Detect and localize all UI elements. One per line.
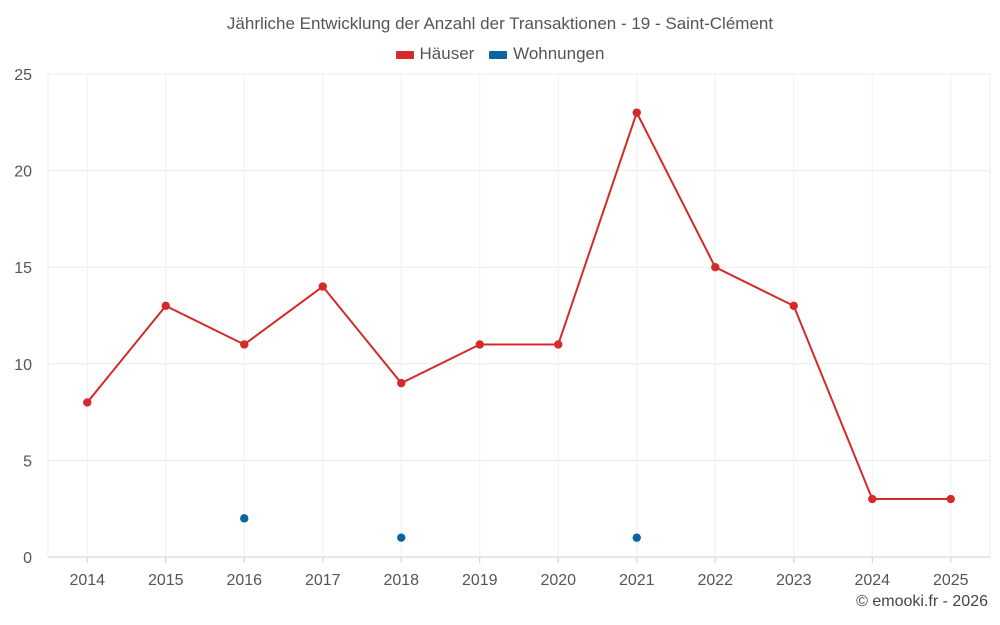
x-tick-label-2014: 2014 (69, 572, 105, 589)
legend-swatch-wohnungen (489, 50, 508, 59)
series-1-point-2021 (632, 533, 641, 542)
legend-item-haeuser[interactable]: Häuser (395, 44, 475, 64)
series-0-line (86, 111, 951, 501)
series-0-point-2018 (397, 378, 406, 388)
legend-swatch-haeuser (395, 50, 414, 59)
legend-item-wohnungen[interactable]: Wohnungen (489, 44, 604, 64)
series-1-point-2018 (397, 533, 406, 542)
legend: Häuser Wohnungen (0, 44, 1000, 64)
y-tick-label-10: 10 (14, 357, 32, 374)
series-0-point-2020 (554, 340, 563, 349)
series-0-point-2016 (240, 340, 249, 349)
series-1-point-2016 (240, 514, 249, 523)
x-tick-label-2019: 2019 (462, 572, 498, 589)
y-tick-label-15: 15 (14, 260, 32, 277)
y-tick-label-0: 0 (23, 550, 32, 567)
series-0-point-2015 (161, 301, 170, 311)
credit-text: © emooki.fr - 2026 (856, 593, 988, 610)
legend-label-haeuser: Häuser (419, 44, 475, 63)
series-0-point-2024 (868, 494, 877, 504)
x-tick-label-2015: 2015 (148, 572, 184, 589)
x-tick-label-2021: 2021 (619, 572, 655, 589)
x-tick-label-2018: 2018 (383, 572, 419, 589)
chart-title: Jährliche Entwicklung der Anzahl der Tra… (226, 14, 774, 33)
y-tick-label-5: 5 (23, 453, 32, 470)
series-0-point-2021 (632, 108, 641, 117)
x-tick-label-2020: 2020 (540, 572, 576, 589)
series-0-point-2023 (789, 301, 798, 311)
x-tick-label-2016: 2016 (226, 572, 262, 589)
series-0-point-2025 (946, 494, 955, 504)
x-tick-label-2017: 2017 (305, 572, 341, 589)
x-tick-label-2023: 2023 (776, 572, 812, 589)
x-tick-label-2025: 2025 (933, 572, 969, 589)
series-0-point-2017 (318, 282, 327, 291)
series-0-point-2019 (475, 340, 484, 349)
y-tick-label-20: 20 (14, 164, 32, 181)
series-0-point-2014 (83, 398, 92, 407)
x-tick-label-2022: 2022 (697, 572, 733, 589)
series-0-point-2022 (711, 263, 720, 272)
legend-label-wohnungen: Wohnungen (513, 44, 605, 63)
y-tick-label-25: 25 (14, 67, 32, 84)
x-tick-label-2024: 2024 (854, 572, 890, 589)
